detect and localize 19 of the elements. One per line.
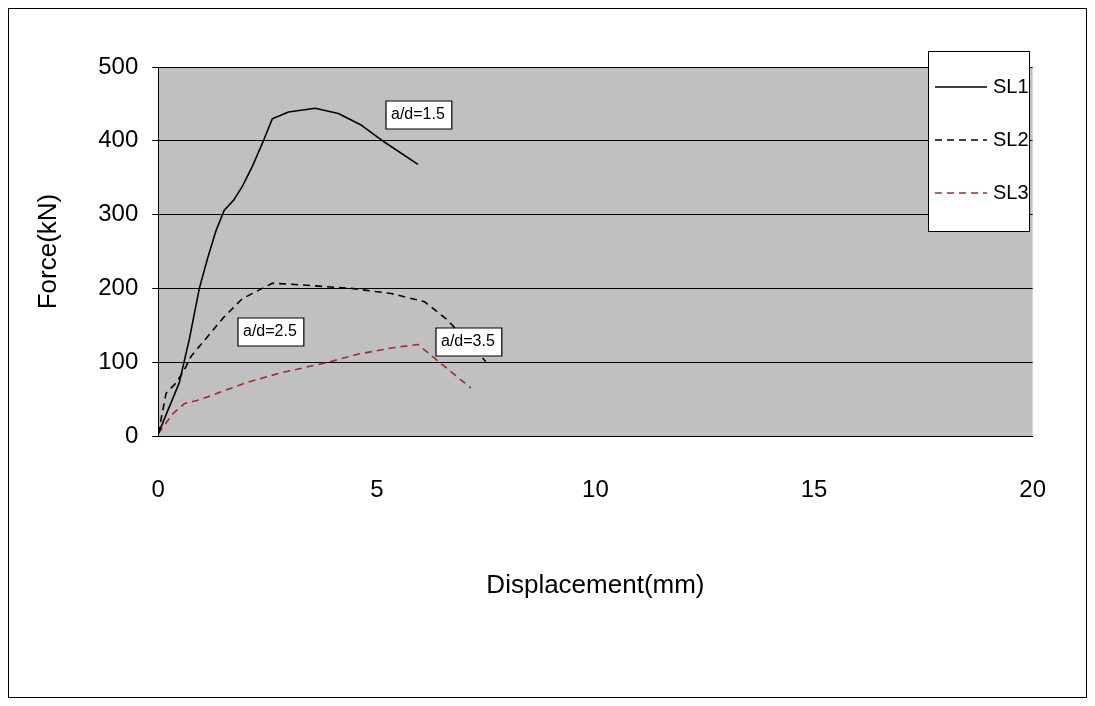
x-tick-label: 5 <box>370 475 384 503</box>
x-tick-label: 10 <box>582 475 609 503</box>
x-tick-label: 0 <box>151 475 165 503</box>
y-tick-label: 100 <box>98 346 139 374</box>
y-axis-title: Force(kN) <box>31 193 62 310</box>
legend-label: SL1 <box>993 75 1029 98</box>
x-axis-title: Displacement(mm) <box>486 568 705 599</box>
legend-label: SL3 <box>993 181 1029 204</box>
x-tick-label: 15 <box>800 475 828 503</box>
y-tick-label: 0 <box>124 420 139 448</box>
y-tick-label: 200 <box>98 273 139 301</box>
legend-label: SL2 <box>993 128 1029 151</box>
annotation: a/d=3.5 <box>441 332 495 350</box>
y-tick-label: 400 <box>98 125 139 153</box>
annotation: a/d=1.5 <box>391 105 445 123</box>
x-tick-label: 20 <box>1019 475 1046 503</box>
y-tick-label: 300 <box>98 199 139 227</box>
annotation: a/d=2.5 <box>243 322 297 340</box>
y-tick-label: 500 <box>98 51 139 79</box>
